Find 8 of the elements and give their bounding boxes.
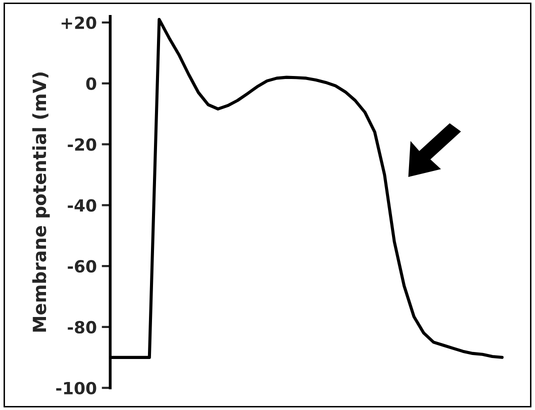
y-tick-label: -40 <box>68 199 96 212</box>
y-axis-title: Membrane potential (mV) <box>32 72 50 332</box>
y-tick-label: -80 <box>68 320 96 334</box>
y-tick-label: -60 <box>68 260 96 273</box>
y-tick-label: +20 <box>62 16 96 30</box>
y-tick-label: -100 <box>56 382 96 394</box>
y-tick-label: -20 <box>68 138 96 151</box>
y-tick-label: 0 <box>86 77 96 90</box>
